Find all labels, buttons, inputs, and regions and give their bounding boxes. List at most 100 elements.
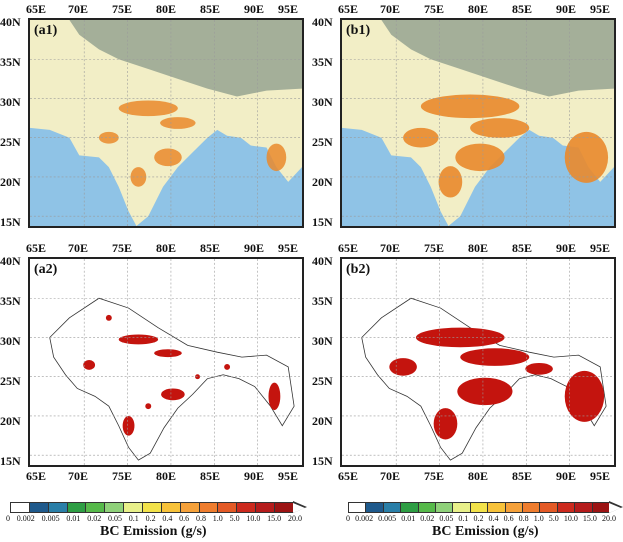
lon-tick-label: 80E — [156, 2, 177, 16]
colorbar-tick-label: 0.4 — [162, 514, 173, 523]
colorbar-swatch — [540, 503, 558, 512]
colorbar-tick-label: 0.005 — [378, 514, 397, 523]
colorbar-swatch — [48, 503, 68, 512]
lon-tick-label: 75E — [424, 469, 445, 483]
colorbar-tick-label: 0.6 — [503, 514, 514, 523]
colorbar-swatch — [67, 503, 87, 512]
lat-tick-label: 30N — [312, 334, 333, 348]
lon-tick-label: 80E — [468, 469, 489, 483]
lon-tick-label: 75E — [112, 241, 133, 255]
map-b2-svg — [342, 259, 614, 465]
colorbar-swatch — [237, 503, 257, 512]
panel-label: (b1) — [346, 23, 371, 38]
colorbar-right-ticks: 0 0.002 0.005 0.01 0.02 0.05 0.1 0.2 0.4 0.6 0.8 1.… — [346, 514, 616, 523]
lon-tick-label: 85E — [512, 469, 533, 483]
colorbar-tick-label: 15.0 — [582, 514, 597, 523]
colorbar-right-title: BC Emission (g/s) — [432, 524, 539, 539]
lat-tick-label: 35N — [0, 294, 21, 308]
colorbar-swatch — [575, 503, 593, 512]
colorbar-swatch — [218, 503, 238, 512]
colorbar-swatch — [453, 503, 471, 512]
lon-tick-label: 80E — [156, 241, 177, 255]
mountain-band — [69, 20, 302, 97]
lon-tick-label: 75E — [424, 2, 445, 16]
lat-tick-label: 20N — [312, 414, 333, 428]
lon-tick-label: 75E — [112, 469, 133, 483]
lon-tick-label: 80E — [468, 2, 489, 16]
colorbar-swatch — [180, 503, 200, 512]
lat-tick-label: 35N — [0, 55, 21, 69]
lon-tick-label: 90E — [244, 2, 265, 16]
lat-tick-label: 35N — [312, 294, 333, 308]
panel-label: (b2) — [346, 262, 371, 277]
lon-tick-label: 70E — [380, 2, 401, 16]
lon-tick-label: 95E — [590, 469, 611, 483]
colorbar-swatch — [105, 503, 125, 512]
colorbar-swatch — [11, 503, 30, 512]
colorbar-tick-label: 15.0 — [267, 514, 282, 523]
colorbar-tick-label: 0.1 — [458, 514, 469, 523]
lon-tick-label: 65E — [26, 469, 47, 483]
lat-tick-label: 15N — [0, 215, 21, 229]
emission-dots-a2 — [83, 314, 281, 436]
lon-tick-label: 80E — [468, 241, 489, 255]
panel-label: (a2) — [34, 262, 58, 277]
lat-tick-label: 25N — [0, 374, 21, 388]
lon-tick-label: 95E — [278, 469, 299, 483]
lon-tick-label: 65E — [26, 241, 47, 255]
colorbar-swatch — [418, 503, 437, 512]
lon-tick-label: 70E — [380, 469, 401, 483]
colorbar-left — [10, 502, 294, 513]
lat-tick-label: 35N — [312, 55, 333, 69]
lon-tick-label: 70E — [380, 241, 401, 255]
grid-lines — [30, 259, 302, 465]
lon-tick-label: 65E — [338, 2, 359, 16]
colorbar-tick-label: 0.4 — [488, 514, 499, 523]
colorbar-tick-label: 5.0 — [548, 514, 559, 523]
colorbar-tick-label: 0.01 — [66, 514, 81, 523]
lat-tick-label: 40N — [0, 15, 21, 29]
lat-tick-label: 25N — [0, 135, 21, 149]
map-panel-a1: (a1) — [28, 18, 304, 228]
colorbar-swatch — [256, 503, 276, 512]
colorbar-tick-label: 20.0 — [287, 514, 302, 523]
lat-tick-label: 40N — [312, 15, 333, 29]
colorbar-left-ticks: 0 0.002 0.005 0.01 0.02 0.05 0.1 0.2 0.4 0.6 0.8 1.… — [6, 514, 302, 523]
colorbar-swatch — [86, 503, 106, 512]
lat-tick-label: 15N — [312, 454, 333, 468]
colorbar-tick-label: 0.05 — [439, 514, 454, 523]
colorbar-tick-label: 0.8 — [518, 514, 529, 523]
panel-label: (a1) — [34, 23, 58, 38]
lon-tick-label: 95E — [278, 2, 299, 16]
lat-tick-label: 20N — [0, 175, 21, 189]
colorbar-tick-label: 0.1 — [128, 514, 139, 523]
colorbar-tick-label: 0.01 — [401, 514, 416, 523]
colorbar-right-arrow — [609, 502, 621, 513]
lon-tick-label: 95E — [590, 2, 611, 16]
colorbar-swatch — [349, 503, 367, 512]
lon-tick-label: 85E — [200, 469, 221, 483]
lat-tick-label: 15N — [312, 215, 333, 229]
colorbar-tick-label: 1.0 — [533, 514, 544, 523]
colorbar-tick-label: 20.0 — [601, 514, 616, 523]
lon-tick-label: 95E — [278, 241, 299, 255]
colorbar-swatch — [383, 503, 402, 512]
colorbar-swatch — [275, 503, 293, 512]
colorbar-tick-label: 1.0 — [212, 514, 223, 523]
lon-tick-label: 90E — [556, 2, 577, 16]
lat-tick-label: 40N — [0, 254, 21, 268]
lon-tick-label: 85E — [200, 2, 221, 16]
lon-tick-label: 75E — [424, 241, 445, 255]
colorbar-swatch — [523, 503, 541, 512]
lon-tick-label: 80E — [156, 469, 177, 483]
lon-tick-label: 90E — [244, 241, 265, 255]
colorbar-tick-label: 0.2 — [473, 514, 484, 523]
lon-tick-label: 90E — [556, 469, 577, 483]
colorbar-swatch — [436, 503, 454, 512]
colorbar-tick-label: 0.2 — [145, 514, 156, 523]
emission-dots-b2 — [389, 327, 605, 440]
colorbar-right — [348, 502, 610, 513]
lon-tick-label: 90E — [556, 241, 577, 255]
colorbar-swatch — [557, 503, 576, 512]
lon-tick-label: 85E — [512, 2, 533, 16]
